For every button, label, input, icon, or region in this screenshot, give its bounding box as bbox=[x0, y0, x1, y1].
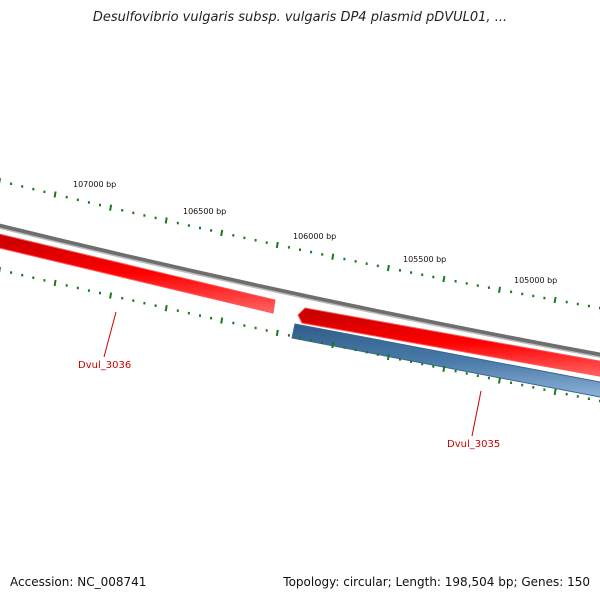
major-tick bbox=[331, 253, 335, 260]
gene-arrow-reverse[interactable] bbox=[0, 233, 276, 314]
major-tick bbox=[53, 191, 57, 198]
gene-label[interactable]: Dvul_3036 bbox=[78, 360, 131, 371]
major-tick bbox=[331, 341, 335, 349]
major-tick bbox=[164, 305, 168, 312]
gene-arrow-reverse[interactable] bbox=[297, 307, 600, 377]
position-label: 107000 bp bbox=[73, 180, 116, 189]
major-tick bbox=[109, 204, 113, 211]
accession-text: Accession: NC_008741 bbox=[10, 575, 147, 589]
gene-arrow-forward[interactable] bbox=[291, 323, 600, 398]
major-tick bbox=[275, 241, 279, 249]
major-tick bbox=[553, 388, 557, 396]
position-label: 105500 bp bbox=[403, 255, 446, 264]
backbone-line bbox=[0, 223, 600, 358]
major-tick bbox=[442, 275, 446, 283]
major-tick bbox=[220, 317, 224, 324]
inner-tick-track bbox=[0, 267, 600, 403]
outer-tick-track bbox=[0, 178, 600, 310]
position-label: 106000 bp bbox=[293, 232, 336, 241]
major-tick bbox=[498, 286, 501, 293]
major-tick bbox=[442, 365, 446, 372]
major-tick bbox=[386, 353, 390, 361]
position-labels: 107000 bp 106500 bp 106000 bp 105500 bp … bbox=[73, 180, 557, 285]
major-tick bbox=[498, 377, 501, 384]
gene-label-leader bbox=[471, 390, 482, 437]
position-label: 105000 bp bbox=[514, 276, 557, 285]
major-tick bbox=[53, 279, 57, 287]
topology-summary: Topology: circular; Length: 198,504 bp; … bbox=[283, 575, 590, 589]
gene-label-leader bbox=[103, 311, 117, 358]
major-tick bbox=[164, 217, 168, 224]
major-tick bbox=[220, 229, 224, 237]
gene-label[interactable]: Dvul_3035 bbox=[447, 439, 500, 450]
map-title: Desulfovibrio vulgaris subsp. vulgaris D… bbox=[92, 10, 508, 25]
position-label: 106500 bp bbox=[183, 207, 226, 216]
major-tick bbox=[386, 264, 390, 272]
backbone-highlight bbox=[0, 227, 600, 358]
major-tick bbox=[553, 296, 557, 304]
major-tick bbox=[275, 329, 279, 337]
major-tick bbox=[109, 292, 113, 299]
